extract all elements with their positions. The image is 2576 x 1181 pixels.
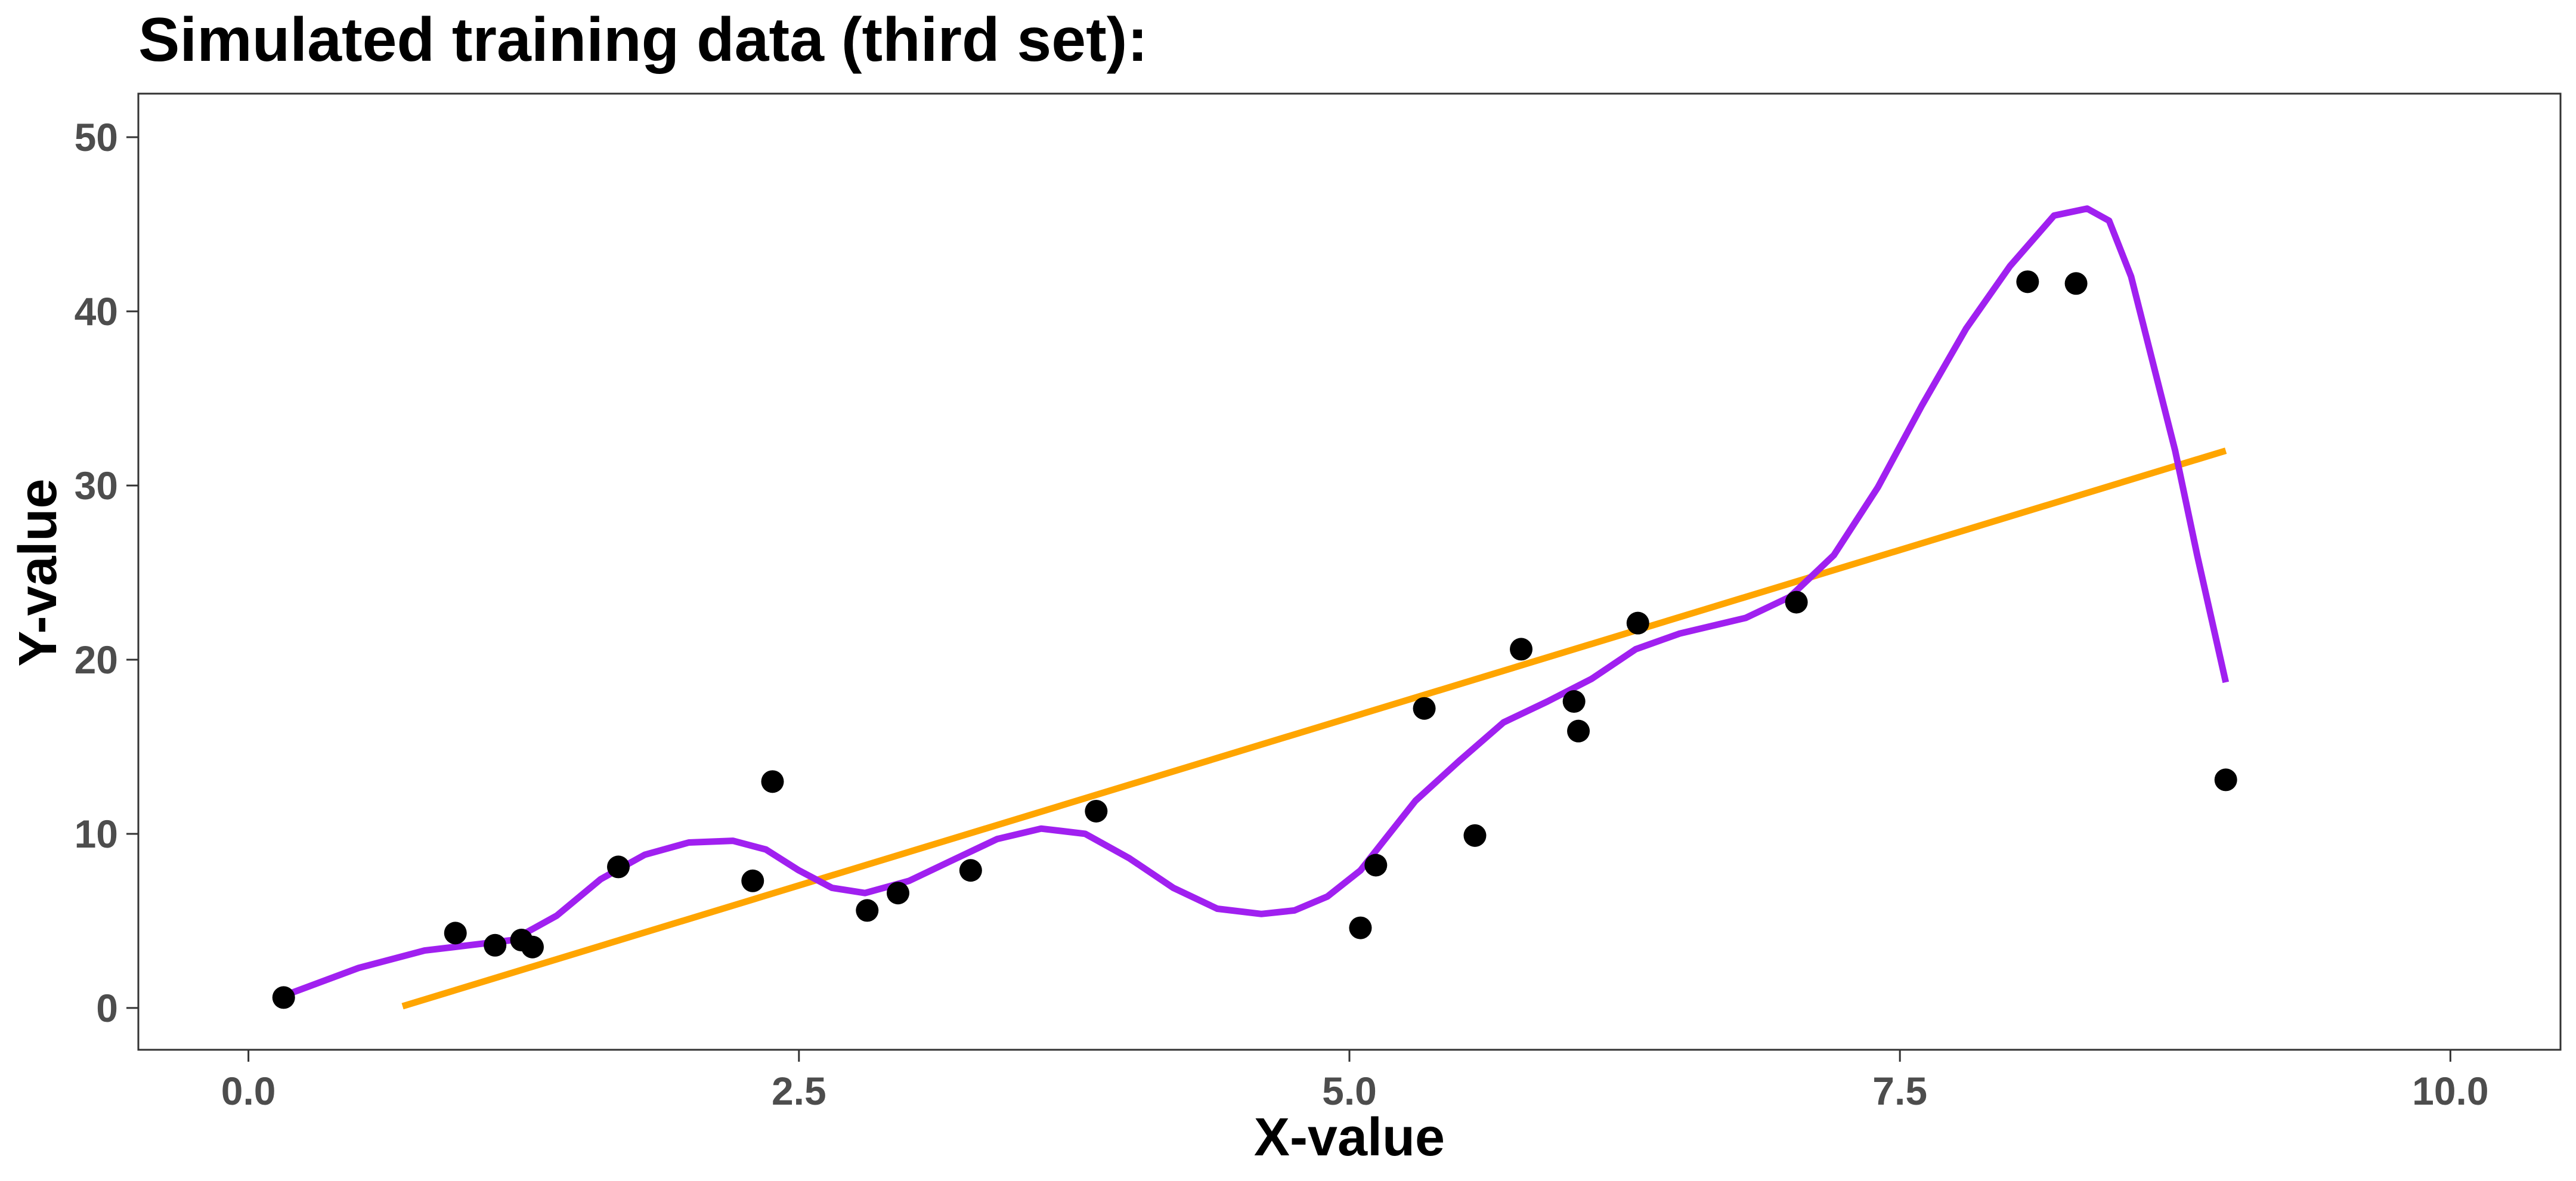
data-point [741, 869, 764, 892]
x-tick-label: 5.0 [1322, 1069, 1377, 1113]
data-points [272, 270, 2237, 1009]
data-point [1349, 916, 1372, 939]
y-tick-label: 0 [96, 986, 118, 1030]
data-point [886, 882, 909, 905]
y-tick-label: 20 [75, 638, 118, 682]
data-point [761, 770, 784, 793]
data-point [1785, 590, 1808, 614]
x-axis-title: X-value [1254, 1108, 1445, 1167]
linear-fit-line [401, 447, 2227, 1010]
data-point [1562, 690, 1586, 713]
x-axis-ticks: 0.0 2.5 5.0 7.5 10.0 [221, 1050, 2489, 1113]
chart-title: Simulated training data (third set): [138, 5, 1148, 75]
data-point [1413, 697, 1436, 720]
data-point [1463, 824, 1487, 847]
y-tick-label: 10 [75, 812, 118, 856]
data-point [1085, 799, 1108, 823]
data-point [1510, 638, 1533, 661]
plot-panel [137, 92, 2562, 1051]
data-point [444, 922, 467, 945]
fit-lines [282, 205, 2230, 1010]
data-point [2016, 270, 2039, 293]
x-tick-label: 2.5 [772, 1069, 826, 1113]
y-axis-title: Y-value [8, 478, 68, 666]
data-point [2064, 272, 2088, 295]
data-point [1626, 611, 1649, 635]
flexible-fit-curve [282, 205, 2230, 999]
y-axis-ticks: 0 10 20 30 40 50 [75, 115, 138, 1030]
data-point [607, 855, 630, 879]
y-tick-label: 30 [75, 463, 118, 508]
data-point [856, 899, 879, 922]
data-point [959, 859, 982, 882]
data-point [521, 935, 544, 959]
x-tick-label: 0.0 [221, 1069, 276, 1113]
data-point [1567, 719, 1590, 743]
data-point [272, 986, 295, 1009]
x-tick-label: 7.5 [1872, 1069, 1927, 1113]
y-tick-label: 50 [75, 115, 118, 159]
data-point [1364, 854, 1388, 877]
data-point [2214, 768, 2237, 792]
x-tick-label: 10.0 [2412, 1069, 2488, 1113]
y-tick-label: 40 [75, 289, 118, 333]
data-point [484, 933, 507, 957]
